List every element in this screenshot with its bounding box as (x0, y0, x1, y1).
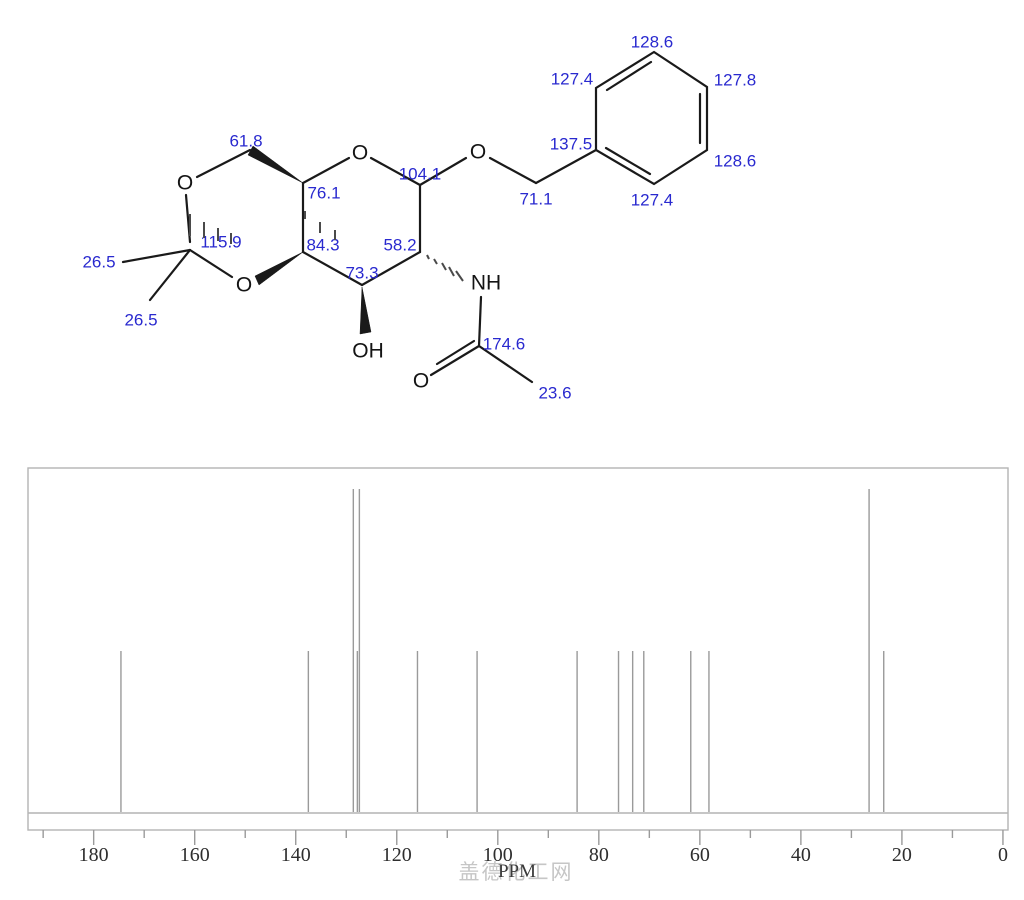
shift-label: 115.9 (200, 233, 241, 252)
shift-label: 128.6 (714, 152, 757, 171)
atom-label: O (352, 142, 368, 165)
axis-tick-label: 100 (483, 844, 513, 866)
axis-ticks (42, 830, 1004, 845)
axis-tick-label: 80 (589, 844, 609, 866)
axis-tick-label: 180 (79, 844, 109, 866)
axis-tick-label: 60 (690, 844, 710, 866)
atom-labels: O O O O O OH NH (175, 139, 502, 394)
peaks (120, 489, 885, 812)
spectrum-frame (27, 467, 1009, 831)
shift-label: 104.1 (399, 165, 442, 184)
axis-tick-label: 40 (791, 844, 811, 866)
x-axis-title: PPM (498, 861, 536, 882)
shift-label: 23.6 (538, 384, 571, 403)
shift-label: 26.5 (82, 253, 115, 272)
shift-label: 76.1 (307, 184, 340, 203)
wedge-c5-c6 (247, 145, 304, 184)
benzene-ring (594, 50, 709, 186)
shift-label: 128.6 (631, 33, 674, 52)
shift-label: 71.1 (519, 190, 552, 209)
axis-tick-label: 120 (382, 844, 412, 866)
axis-tick-label: 160 (180, 844, 210, 866)
axis-labels: 180 160 140 120 100 80 60 40 20 0 (79, 844, 1008, 866)
atom-label: O (236, 274, 252, 297)
shift-label: 127.8 (714, 71, 757, 90)
atom-label: O (413, 370, 429, 393)
axis-tick-label: 140 (281, 844, 311, 866)
shift-label: 73.3 (345, 264, 378, 283)
shift-label: 26.5 (124, 311, 157, 330)
spectrum: 180 160 140 120 100 80 60 40 20 0 盖德化工网 PPM (27, 467, 1009, 884)
shift-labels: 128.6 127.4 127.8 128.6 127.4 137.5 71.1 104.1 7… (82, 33, 756, 403)
shift-label: 127.4 (551, 70, 594, 89)
molecule-structure: O O O O O OH NH 128.6 127.4 127.8 128.6 127.4 137.5… (82, 33, 756, 403)
watermark-text: 盖德化工网 (459, 861, 574, 884)
shift-label: 58.2 (383, 236, 416, 255)
shift-label: 61.8 (229, 132, 262, 151)
shift-label: 127.4 (631, 191, 674, 210)
shift-label: 84.3 (306, 236, 339, 255)
shift-label: 174.6 (483, 335, 526, 354)
wedge-c4-o (254, 251, 304, 286)
bond-lines (121, 50, 709, 384)
atom-label: NH (471, 272, 501, 295)
wedge-bonds (247, 145, 372, 335)
axis-tick-label: 20 (892, 844, 912, 866)
atom-label: O (177, 172, 193, 195)
axis-tick-label: 0 (998, 844, 1008, 866)
stereo-hashes (189, 211, 464, 282)
atom-label: O (470, 141, 486, 164)
wedge-c3-oh (359, 286, 372, 335)
atom-label: OH (352, 340, 384, 363)
shift-label: 137.5 (550, 135, 593, 154)
